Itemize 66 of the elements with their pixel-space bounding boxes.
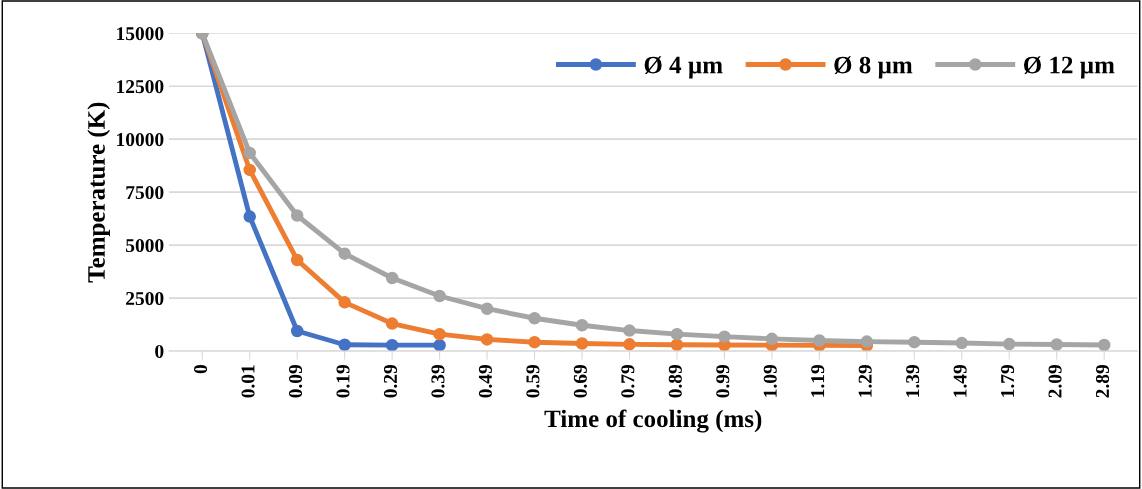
- x-tick-label: 0.49: [478, 365, 493, 398]
- point: [1050, 338, 1063, 351]
- point: [718, 330, 731, 343]
- point: [480, 302, 494, 315]
- x-tick-label: 0.01: [241, 365, 255, 398]
- point: [575, 318, 589, 332]
- point: [528, 312, 541, 325]
- point: [813, 334, 826, 347]
- y-tick-label: 15000: [117, 27, 164, 41]
- point: [290, 209, 304, 222]
- point: [575, 337, 589, 350]
- point: [243, 163, 256, 177]
- point: [338, 338, 351, 351]
- y-tick-label: 2500: [126, 291, 164, 306]
- point: [338, 247, 351, 260]
- x-tick-label: 1.09: [763, 365, 777, 397]
- point: [243, 146, 256, 160]
- point: [1097, 338, 1111, 352]
- legend-label: Ø 12 µm: [1023, 56, 1115, 79]
- x-tick-label: 0.19: [336, 365, 350, 398]
- point: [433, 338, 446, 352]
- point: [955, 336, 969, 350]
- x-tick-label: 0: [193, 365, 208, 374]
- x-axis-title: Time of cooling (ms): [544, 409, 762, 433]
- point: [765, 332, 779, 346]
- x-tick-label: 1.49: [953, 365, 967, 397]
- point: [338, 296, 351, 309]
- point: [1003, 337, 1016, 351]
- y-tick-label: 7500: [126, 185, 164, 200]
- x-tick-label: 1.29: [858, 365, 872, 397]
- point: [860, 335, 874, 348]
- point: [670, 327, 684, 341]
- x-tick-label: 1.79: [1001, 365, 1015, 397]
- point: [623, 324, 636, 337]
- point: [433, 289, 446, 303]
- y-tick-label: 0: [155, 344, 164, 359]
- y-axis-title: Temperature (K): [87, 102, 110, 283]
- point: [243, 210, 256, 223]
- point: [290, 253, 304, 267]
- x-tick-label: 1.19: [811, 365, 825, 397]
- point: [385, 271, 399, 285]
- x-tick-label: 0.79: [621, 365, 635, 398]
- x-tick-label: 1.39: [906, 365, 920, 397]
- x-tick-label: 0.99: [716, 365, 730, 398]
- y-tick-label: 10000: [117, 133, 164, 147]
- legend-label: Ø 4 µm: [644, 56, 723, 79]
- y-tick-label: 12500: [117, 80, 164, 94]
- x-tick-label: 2.09: [1048, 365, 1062, 398]
- x-tick-label: 0.29: [383, 365, 398, 398]
- point: [670, 338, 684, 351]
- x-tick-label: 0.59: [526, 365, 540, 398]
- point: [290, 324, 304, 338]
- point: [433, 327, 446, 341]
- point: [385, 338, 399, 352]
- point: [623, 338, 636, 351]
- point: [480, 333, 494, 346]
- y-tick-label: 5000: [126, 238, 164, 253]
- x-tick-label: 2.89: [1095, 365, 1110, 398]
- point: [908, 335, 921, 349]
- x-tick-label: 0.89: [668, 365, 682, 398]
- point: [528, 335, 541, 349]
- x-tick-label: 0.09: [288, 365, 303, 398]
- x-tick-label: 0.69: [573, 365, 587, 398]
- x-tick-label: 0.39: [431, 365, 445, 398]
- point: [385, 317, 399, 330]
- legend-label: Ø 8 µm: [834, 56, 913, 79]
